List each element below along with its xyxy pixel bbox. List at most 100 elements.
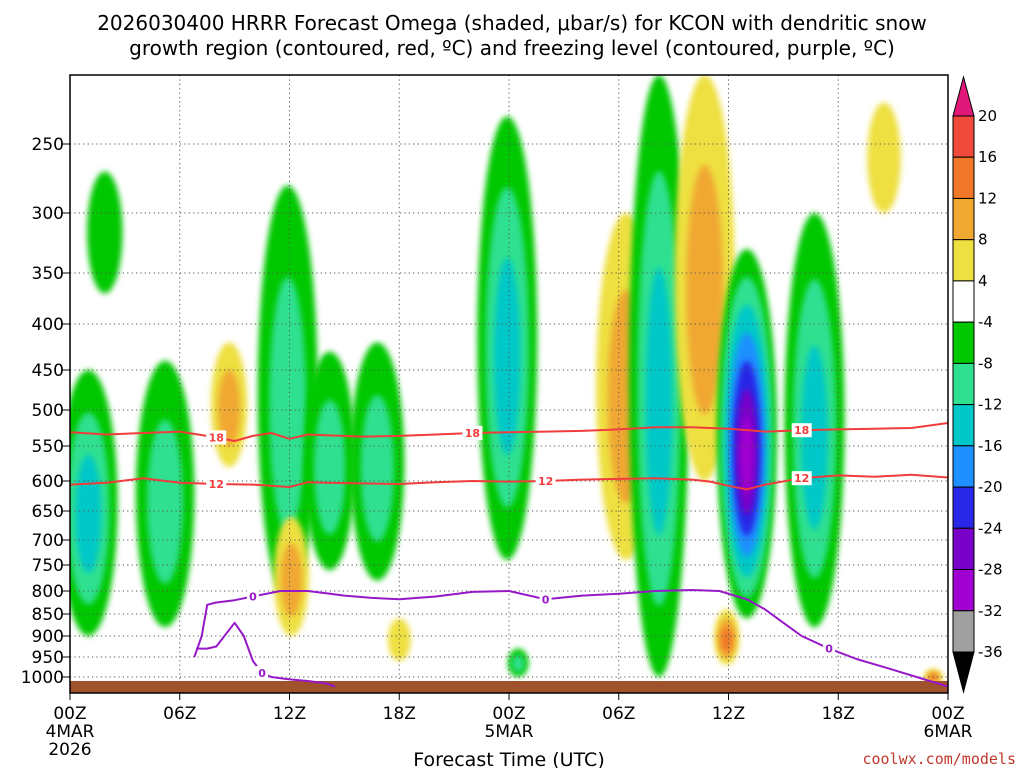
contour-label-1-1: 12	[538, 475, 553, 488]
colorbar-arrow-top	[952, 75, 975, 117]
colorbar-label-9: -20	[978, 478, 1003, 496]
y-tick-label-650: 650	[32, 502, 64, 522]
colorbar-bin-0	[952, 115, 975, 158]
y-tick-label-600: 600	[32, 472, 64, 492]
omega-cell-15-tier-6	[740, 416, 754, 495]
x-tick-year-0: 2026	[48, 740, 91, 760]
contour-label-2-2: 0	[825, 643, 833, 656]
colorbar-label-10: -24	[978, 519, 1003, 537]
colorbar-bin-1	[952, 156, 975, 199]
colorbar-bin-12	[952, 610, 975, 653]
colorbar-label-13: -36	[978, 643, 1003, 661]
contour-label-bg-0-2	[791, 423, 812, 438]
colorbar-bin-5	[952, 321, 975, 364]
contour-label-bg-1-2	[791, 471, 812, 486]
omega-cell-7-tier-1	[360, 395, 394, 542]
contour-label-bg-0-1	[462, 426, 483, 440]
colorbar-arrow-bottom	[952, 651, 975, 694]
x-tick-label-3: 18Z	[383, 704, 416, 724]
y-tick-label-950: 950	[32, 648, 64, 668]
x-tick-label-2: 12Z	[273, 704, 306, 724]
omega-cell-6-tier-1	[314, 399, 346, 535]
contour-line-1	[70, 473, 948, 491]
omega-cell-14-tier-2	[721, 627, 733, 652]
y-axis-ticks: 2503003504004505005506006507007508008509…	[21, 135, 70, 688]
x-tick-date-0: 4MAR	[46, 722, 95, 742]
contour-labels: 18 18 18 12 12 12 0 0 0 0	[206, 423, 836, 680]
y-tick-label-800: 800	[32, 582, 64, 602]
colorbar-label-8: -16	[978, 437, 1003, 455]
y-tick-label-550: 550	[32, 437, 64, 457]
omega-cell-4-tier-1	[269, 277, 307, 533]
contour-label-bg-1-1	[535, 474, 556, 488]
omega-cell-2-tier-1	[147, 419, 184, 584]
x-tick-label-1: 06Z	[163, 704, 196, 724]
contour-label-2-1: 0	[542, 593, 550, 606]
contour-label-0-2: 18	[794, 424, 809, 437]
x-tick-date-4: 5MAR	[485, 722, 534, 742]
x-tick-label-0: 00Z	[53, 704, 86, 724]
colorbar-bin-8	[952, 445, 975, 488]
x-axis-title: Forecast Time (UTC)	[413, 749, 604, 768]
x-tick-label-4: 00Z	[492, 704, 525, 724]
site-credit: coolwx.com/models	[862, 750, 1016, 768]
contour-label-bg-3-0	[256, 666, 269, 680]
colorbar-label-12: -32	[978, 602, 1003, 620]
colorbar-bin-9	[952, 486, 975, 529]
chart-title-line-2: growth region (contoured, red, ºC) and f…	[129, 36, 895, 60]
omega-cell-1-tier-0	[87, 171, 123, 294]
omega-cell-0-tier-2	[75, 454, 102, 574]
y-tick-label-500: 500	[32, 401, 64, 421]
omega-cell-8-tier-0	[387, 618, 411, 661]
colorbar-bin-4	[952, 280, 975, 323]
contour-label-bg-2-1	[539, 592, 552, 607]
terrain-surface	[70, 681, 948, 693]
omega-shading	[70, 75, 943, 685]
omega-cell-12-tier-2	[645, 267, 673, 535]
colorbar-label-1: 16	[978, 148, 997, 166]
omega-cell-17-tier-0	[867, 102, 901, 213]
omega-cell-5-tier-1	[280, 543, 303, 617]
y-tick-label-300: 300	[32, 204, 64, 224]
colorbar-label-3: 8	[978, 231, 988, 249]
contour-label-bg-0-0	[206, 430, 227, 445]
y-tick-label-350: 350	[32, 264, 64, 284]
y-tick-label-700: 700	[32, 531, 64, 551]
x-tick-date-8: 6MAR	[924, 722, 973, 742]
colorbar-label-4: 4	[978, 272, 988, 290]
chart-title-line-1: 2026030400 HRRR Forecast Omega (shaded, …	[97, 11, 927, 35]
y-tick-label-1000: 1000	[21, 668, 64, 688]
x-tick-label-5: 06Z	[602, 704, 635, 724]
colorbar-bin-2	[952, 198, 975, 241]
contour-label-bg-2-0	[246, 589, 259, 604]
y-tick-label-900: 900	[32, 627, 64, 647]
colorbar-label-5: -4	[978, 313, 993, 331]
contour-label-bg-1-0	[206, 477, 227, 491]
colorbar-bin-10	[952, 527, 975, 570]
colorbar-bin-7	[952, 404, 975, 447]
omega-cell-3-tier-1	[218, 370, 241, 447]
x-tick-label-7: 18Z	[822, 704, 855, 724]
colorbar-label-2: 12	[978, 190, 997, 208]
contour-label-bg-2-2	[823, 641, 836, 656]
colorbar-label-11: -28	[978, 561, 1003, 579]
colorbar-bin-6	[952, 362, 975, 406]
colorbar: 20 16 12 8 4 -4 -8 -12 -16 -20 -24 -28 -32 -36	[952, 75, 1003, 694]
contour-line-2	[193, 589, 948, 688]
y-tick-label-450: 450	[32, 361, 64, 381]
y-tick-label-250: 250	[32, 135, 64, 155]
y-tick-label-750: 750	[32, 556, 64, 576]
colorbar-bin-3	[952, 239, 975, 282]
chart-grid	[70, 75, 948, 693]
y-tick-label-850: 850	[32, 605, 64, 625]
contour-label-1-0: 12	[209, 478, 224, 491]
omega-cell-10-tier-1	[511, 654, 525, 673]
x-tick-label-8: 00Z	[931, 704, 964, 724]
contour-label-0-1: 18	[465, 427, 480, 440]
omega-cell-18-tier-2	[929, 674, 938, 682]
omega-cell-13-tier-1	[686, 164, 724, 415]
omega-cell-16-tier-2	[801, 345, 828, 530]
contour-label-2-0: 0	[249, 591, 257, 604]
